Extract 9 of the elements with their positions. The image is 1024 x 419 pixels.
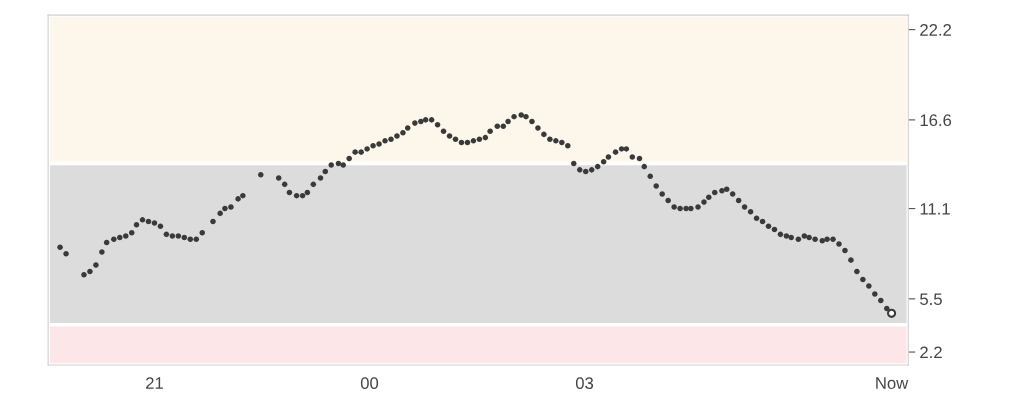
x-tick-label: Now [876,377,909,389]
x-tick-label: 21 [146,377,163,389]
y-tick-label: 2.2 [920,346,942,359]
x-tick-label: 00 [360,377,379,389]
x-tick-label: 03 [575,377,594,389]
y-tick-label: 5.5 [920,293,942,306]
y-tick-label: 22.2 [920,24,951,36]
y-tick-label: 16.6 [920,114,952,127]
y-tick-label: 11.1 [920,203,950,215]
